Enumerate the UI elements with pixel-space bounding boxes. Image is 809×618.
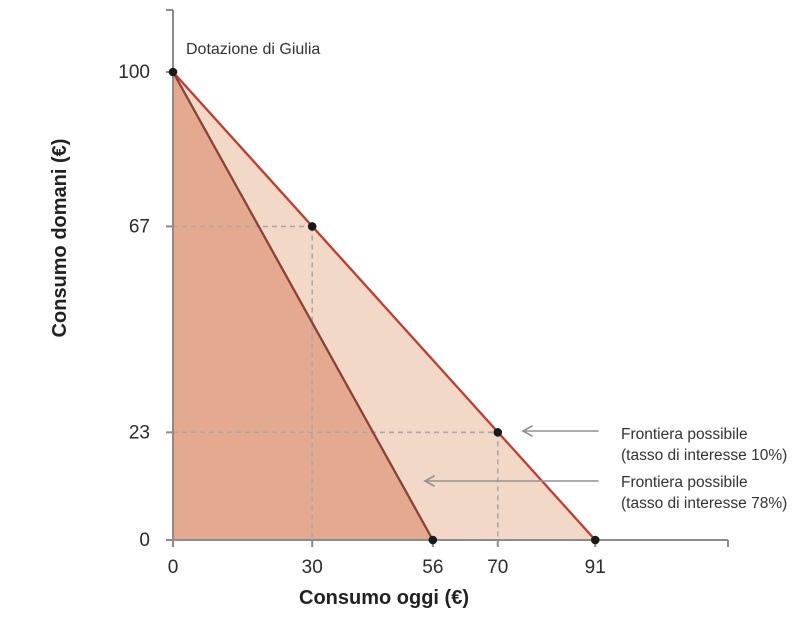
annotation-arrowhead-icon [521,425,533,437]
data-point-marker [428,535,438,545]
y-tick-label: 67 [129,216,150,237]
data-point-marker [168,67,178,77]
annotation-line-2: (tasso di interesse 78%) [621,495,787,512]
frontier-10-line [172,71,597,541]
x-tick-label: 91 [585,557,606,578]
x-tick-label: 30 [302,557,323,578]
data-point-marker [590,535,600,545]
y-tick-label: 0 [139,530,150,551]
annotation-line-1: Frontiera possibile [621,474,748,491]
y-tick-label: 100 [118,62,150,83]
x-tick-label: 70 [487,557,508,578]
y-tick-label: 23 [129,422,150,443]
frontier-78-line [171,71,434,541]
annotation-line-1: Frontiera possibile [621,426,748,443]
x-axis-title: Consumo oggi (€) [299,587,469,609]
annotation-line-2: (tasso di interesse 10%) [621,447,787,464]
data-point-marker [493,428,503,437]
endowment-label: Dotazione di Giulia [186,41,320,58]
y-axis-title: Consumo domani (€) [49,139,71,338]
x-tick-label: 0 [168,557,179,578]
x-tick-label: 56 [422,557,443,578]
annotation-arrowhead-icon [423,475,435,487]
data-point-marker [307,222,317,231]
